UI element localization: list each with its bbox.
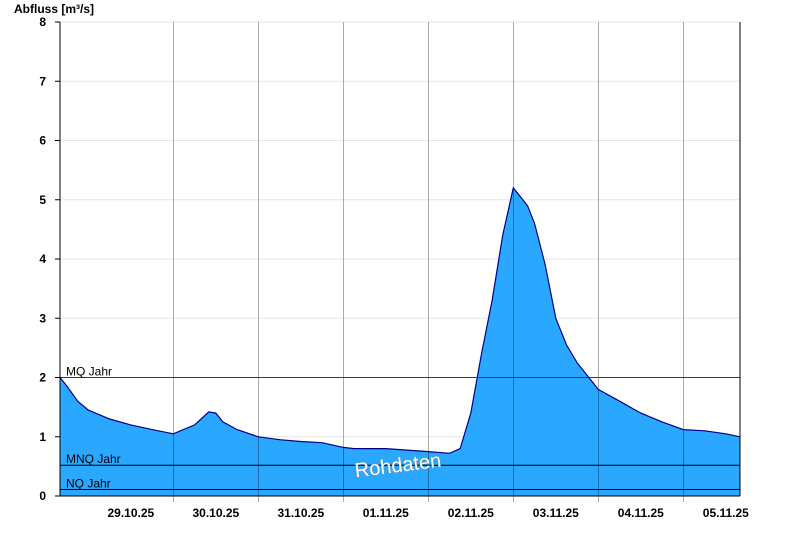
- y-tick-1: 1: [39, 430, 46, 444]
- ref-label-0: MQ Jahr: [66, 365, 112, 379]
- y-tick-0: 0: [39, 489, 46, 503]
- y-tick-5: 5: [39, 193, 46, 207]
- y-tick-6: 6: [39, 134, 46, 148]
- y-tick-7: 7: [39, 74, 46, 88]
- y-tick-4: 4: [39, 252, 46, 266]
- x-tick-2025-11-01: 01.11.25: [363, 506, 409, 520]
- x-tick-2025-11-02: 02.11.25: [448, 506, 494, 520]
- x-tick-2025-10-30: 30.10.25: [192, 506, 239, 520]
- day-separator-lines: [173, 22, 684, 502]
- y-tick-3: 3: [39, 311, 46, 325]
- x-tick-2025-10-31: 31.10.25: [277, 506, 324, 520]
- ref-label-1: MNQ Jahr: [66, 452, 121, 466]
- x-tick-2025-11-04: 04.11.25: [618, 506, 664, 520]
- discharge-area: [60, 187, 740, 496]
- x-tick-2025-11-03: 03.11.25: [533, 506, 579, 520]
- reference-lines: MQ Jahr MNQ Jahr NQ Jahr: [60, 365, 740, 490]
- y-axis-label: Abfluss [m³/s]: [14, 2, 94, 16]
- x-tick-2025-11-05: 05.11.25: [703, 506, 749, 520]
- x-tick-2025-10-29: 29.10.25: [107, 506, 154, 520]
- y-tick-8: 8: [39, 15, 46, 29]
- y-ticks: 0 1 2 3 4 5 6 7 8: [39, 15, 60, 503]
- x-ticks: 29.10.25 30.10.25 31.10.25 01.11.25 02.11.25…: [107, 506, 749, 520]
- y-tick-2: 2: [39, 371, 46, 385]
- ref-label-2: NQ Jahr: [66, 476, 111, 490]
